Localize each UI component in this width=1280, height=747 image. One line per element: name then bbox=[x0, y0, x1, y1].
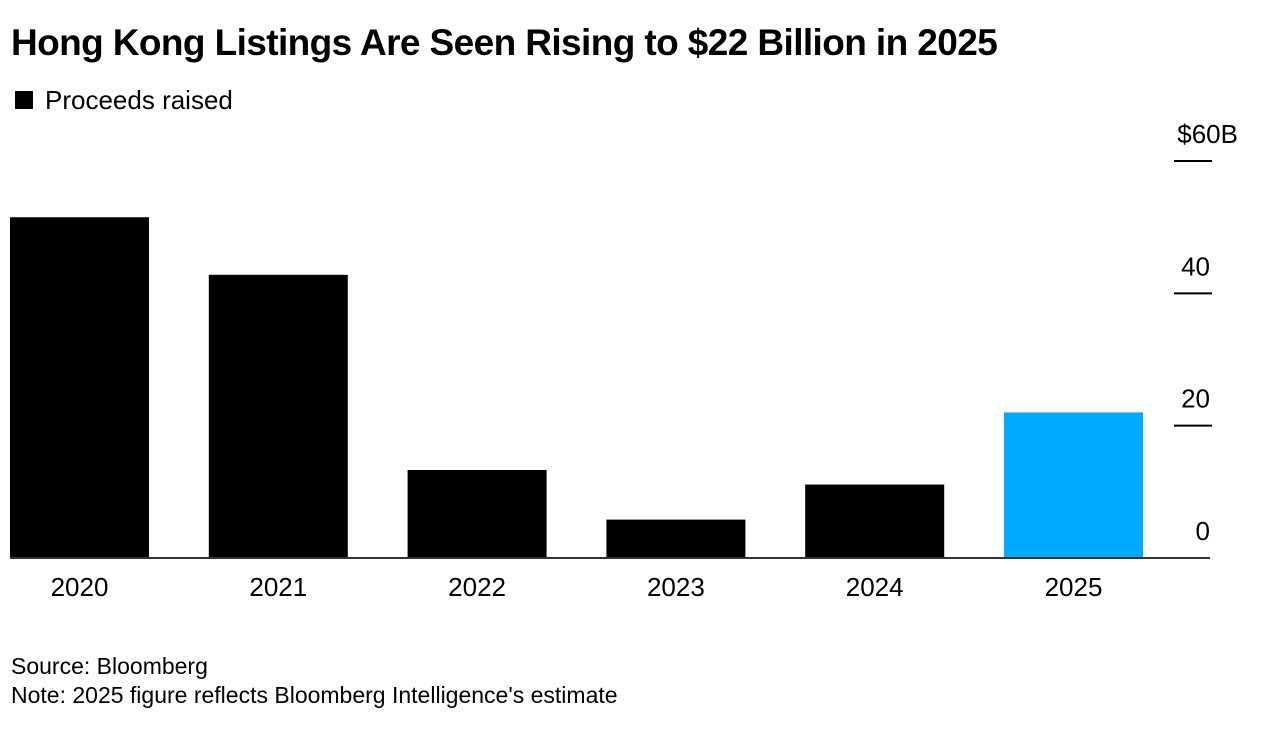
x-tick-label: 2024 bbox=[846, 572, 904, 602]
x-tick-label: 2022 bbox=[448, 572, 506, 602]
y-tick-label: 0 bbox=[1196, 516, 1210, 546]
y-tick-label: $60B bbox=[1177, 119, 1238, 149]
x-tick-label: 2023 bbox=[647, 572, 705, 602]
x-tick-label: 2021 bbox=[249, 572, 307, 602]
x-tick-label: 2020 bbox=[51, 572, 109, 602]
bar-2020 bbox=[10, 217, 149, 558]
x-tick-label: 2025 bbox=[1045, 572, 1103, 602]
legend-swatch bbox=[15, 91, 33, 109]
y-tick-label: 20 bbox=[1181, 384, 1210, 414]
bar-2023 bbox=[606, 519, 746, 558]
footnote: Note: 2025 figure reflects Bloomberg Int… bbox=[11, 682, 618, 708]
bar-2022 bbox=[407, 469, 547, 558]
chart-title: Hong Kong Listings Are Seen Rising to $2… bbox=[11, 22, 998, 63]
bar-2021 bbox=[208, 274, 348, 558]
legend-label: Proceeds raised bbox=[45, 84, 233, 115]
bar-2025 bbox=[1004, 412, 1143, 558]
bar-2024 bbox=[805, 484, 945, 558]
legend: Proceeds raised bbox=[15, 84, 233, 116]
y-tick-label: 40 bbox=[1181, 251, 1210, 281]
source-note: Source: Bloomberg bbox=[11, 653, 208, 679]
